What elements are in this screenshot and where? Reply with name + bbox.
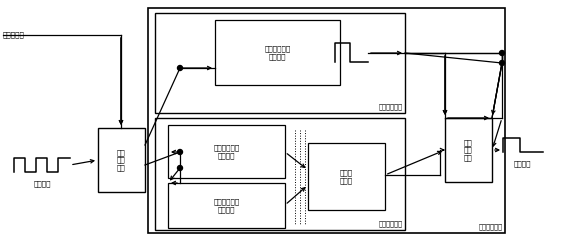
Bar <box>168 125 285 178</box>
Text: 下降沿采根与
分频模块: 下降沿采根与 分频模块 <box>214 198 240 213</box>
Text: 奇数分频模块: 奇数分频模块 <box>379 220 403 227</box>
Text: 上升沿采样与
分频模块: 上升沿采样与 分频模块 <box>264 45 291 60</box>
Circle shape <box>177 149 182 155</box>
Text: 偶数分频模块: 偶数分频模块 <box>379 103 403 110</box>
Text: 逻辑运
算模块: 逻辑运 算模块 <box>340 169 353 184</box>
Bar <box>168 183 285 228</box>
Circle shape <box>499 51 504 55</box>
Text: 输入时钟: 输入时钟 <box>34 180 51 187</box>
Circle shape <box>177 66 182 70</box>
Text: 输入
判断
模块: 输入 判断 模块 <box>117 149 126 171</box>
Text: 频变化参数: 频变化参数 <box>3 32 25 38</box>
Bar <box>148 8 505 233</box>
Bar <box>155 13 405 113</box>
Circle shape <box>499 61 504 66</box>
Bar <box>155 118 405 230</box>
Bar <box>215 20 340 85</box>
Text: 偶奇分频模块: 偶奇分频模块 <box>479 223 503 230</box>
Text: 上升沿采样与
分频模块: 上升沿采样与 分频模块 <box>214 144 240 159</box>
Circle shape <box>177 165 182 171</box>
Text: 输出
判断
模块: 输出 判断 模块 <box>464 139 473 161</box>
Text: 输出时钟: 输出时钟 <box>513 160 531 167</box>
Bar <box>98 128 145 192</box>
Bar <box>445 118 492 182</box>
Bar <box>308 143 385 210</box>
